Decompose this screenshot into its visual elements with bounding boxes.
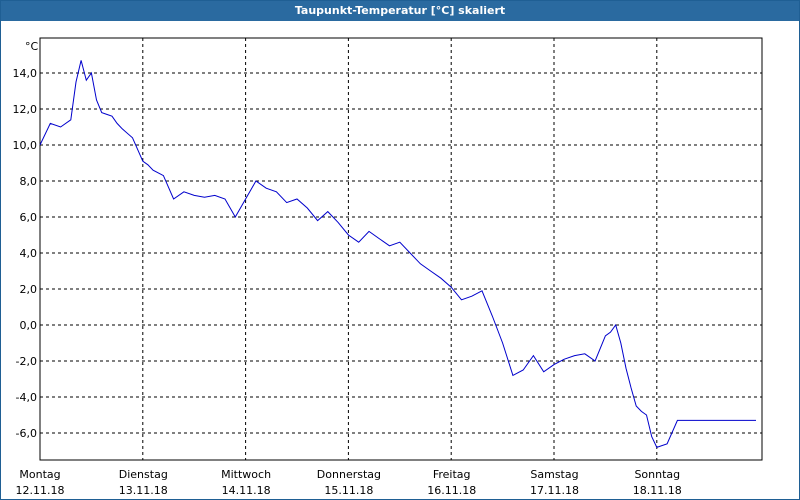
y-tick-label: 2,0 — [20, 283, 38, 296]
y-tick-label: 0,0 — [20, 319, 38, 332]
x-tick-day-label: Donnerstag — [317, 468, 381, 481]
x-tick-date-label: 12.11.18 — [16, 484, 65, 497]
y-tick-label: -6,0 — [16, 427, 37, 440]
x-tick-day-label: Montag — [19, 468, 60, 481]
y-tick-label: -2,0 — [16, 355, 37, 368]
x-tick-day-label: Freitag — [433, 468, 471, 481]
y-tick-label: 14,0 — [13, 67, 38, 80]
chart-title: Taupunkt-Temperatur [°C] skaliert — [1, 1, 799, 21]
x-tick-date-label: 14.11.18 — [222, 484, 271, 497]
x-tick-date-label: 16.11.18 — [427, 484, 476, 497]
y-tick-label: 4,0 — [20, 247, 38, 260]
x-tick-date-label: 17.11.18 — [530, 484, 579, 497]
y-tick-label: -4,0 — [16, 391, 37, 404]
x-tick-day-label: Samstag — [530, 468, 578, 481]
x-tick-day-label: Sonntag — [634, 468, 680, 481]
y-tick-label: 6,0 — [20, 211, 38, 224]
x-tick-labels: Montag 12.11.18 Dienstag 13.11.18 Mittwoch 14… — [16, 468, 682, 497]
x-tick-date-label: 18.11.18 — [633, 484, 682, 497]
x-tick-date-label: 13.11.18 — [119, 484, 168, 497]
dewpoint-series-line — [39, 60, 756, 449]
y-tick-labels: 14,0 12,0 10,0 8,0 6,0 4,0 2,0 0,0 -2,0 -4,0 -6,0 — [13, 67, 38, 440]
plot-frame — [39, 37, 763, 461]
x-tick-day-label: Dienstag — [119, 468, 168, 481]
y-tick-label: 8,0 — [20, 175, 38, 188]
y-tick-label: 10,0 — [13, 139, 38, 152]
grid — [40, 38, 762, 460]
y-tick-label: 12,0 — [13, 103, 38, 116]
x-tick-date-label: 15.11.18 — [324, 484, 373, 497]
y-axis-unit: °C — [25, 40, 39, 53]
x-tick-day-label: Mittwoch — [221, 468, 271, 481]
